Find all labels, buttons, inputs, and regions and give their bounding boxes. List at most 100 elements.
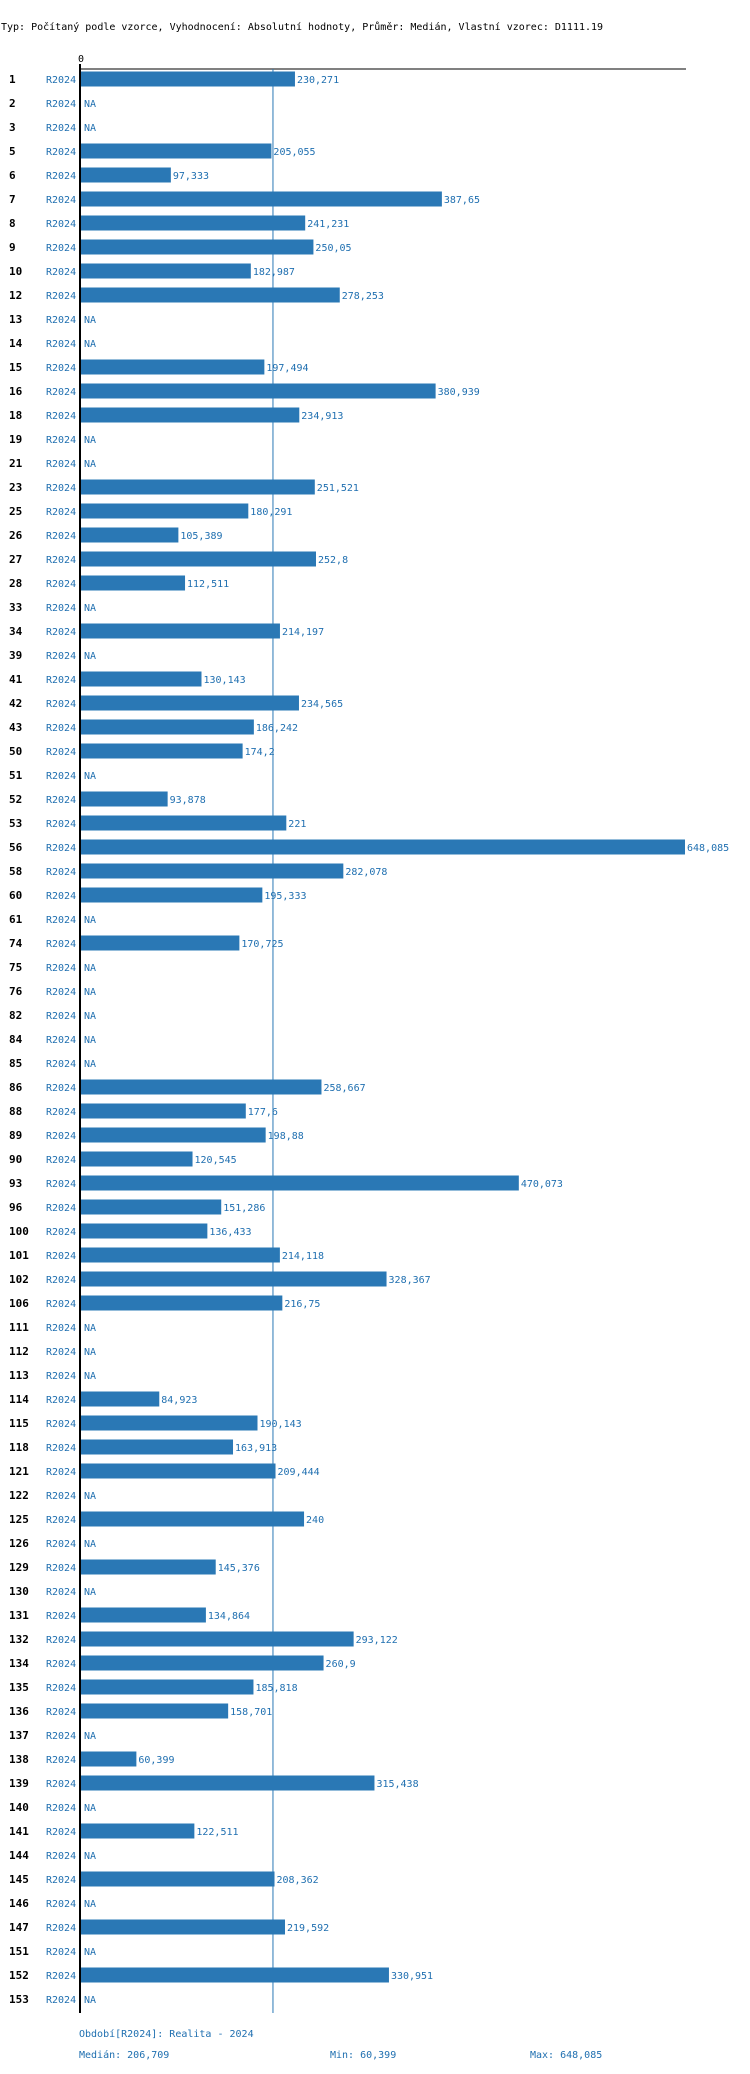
row-id-label: 12 (9, 289, 22, 302)
bar-value-label: 328,367 (389, 1275, 431, 1286)
bar (80, 1703, 229, 1719)
row-series-label: R2024 (46, 243, 76, 254)
row-id-label: 100 (9, 1225, 29, 1238)
row-series-label: R2024 (46, 507, 76, 518)
row-series-label: R2024 (46, 1155, 76, 1166)
bar-value-label: 112,511 (187, 579, 229, 590)
bar (80, 71, 295, 87)
bar (80, 887, 263, 903)
bar-value-label: 260,9 (326, 1659, 356, 1670)
bar (80, 863, 344, 879)
bar-value-label: 158,701 (230, 1707, 272, 1718)
bar-value-label: NA (84, 1323, 96, 1334)
row-series-label: R2024 (46, 1251, 76, 1262)
bar-value-label: NA (84, 1371, 96, 1382)
footer-max: Max: 648,085 (530, 2050, 602, 2061)
row-id-label: 86 (9, 1081, 23, 1094)
bar (80, 695, 299, 711)
row-id-label: 27 (9, 553, 22, 566)
row-id-label: 114 (9, 1393, 29, 1406)
row-id-label: 10 (9, 265, 22, 278)
row-series-label: R2024 (46, 1467, 76, 1478)
bar-value-label: 330,951 (391, 1971, 433, 1982)
row-series-label: R2024 (46, 171, 76, 182)
row-id-label: 61 (9, 913, 23, 926)
bar (80, 1223, 208, 1239)
row-id-label: 15 (9, 361, 22, 374)
row-id-label: 121 (9, 1465, 29, 1478)
row-id-label: 141 (9, 1825, 29, 1838)
bar-value-label: 186,242 (256, 723, 298, 734)
row-series-label: R2024 (46, 483, 76, 494)
row-id-label: 112 (9, 1345, 29, 1358)
row-id-label: 113 (9, 1369, 29, 1382)
bar (80, 551, 316, 567)
row-id-label: 21 (9, 457, 23, 470)
bar (80, 935, 240, 951)
bar-value-label: NA (84, 1899, 96, 1910)
row-series-label: R2024 (46, 1875, 76, 1886)
row-id-label: 58 (9, 865, 22, 878)
bar (80, 239, 314, 255)
bar (80, 1775, 375, 1791)
row-id-label: 42 (9, 697, 22, 710)
bar-value-label: NA (84, 1059, 96, 1070)
row-id-label: 122 (9, 1489, 29, 1502)
row-id-label: 152 (9, 1969, 29, 1982)
row-series-label: R2024 (46, 891, 76, 902)
row-series-label: R2024 (46, 963, 76, 974)
bar-value-label: NA (84, 1539, 96, 1550)
row-id-label: 50 (9, 745, 22, 758)
row-id-label: 60 (9, 889, 22, 902)
row-id-label: 7 (9, 193, 16, 206)
row-series-label: R2024 (46, 1755, 76, 1766)
row-id-label: 26 (9, 529, 23, 542)
x-axis-zero-label: 0 (78, 54, 84, 65)
bar-value-label: NA (84, 915, 96, 926)
bar-value-label: 190,143 (260, 1419, 302, 1430)
row-series-label: R2024 (46, 603, 76, 614)
row-series-label: R2024 (46, 1203, 76, 1214)
bar-value-label: 97,333 (173, 171, 209, 182)
bar (80, 1151, 193, 1167)
row-series-label: R2024 (46, 1323, 76, 1334)
bar (80, 1463, 276, 1479)
row-series-label: R2024 (46, 939, 76, 950)
bar-value-label: NA (84, 1347, 96, 1358)
bar-value-label: NA (84, 1011, 96, 1022)
row-id-label: 111 (9, 1321, 29, 1334)
row-series-label: R2024 (46, 1371, 76, 1382)
row-series-label: R2024 (46, 1083, 76, 1094)
bar-value-label: 177,6 (248, 1107, 278, 1118)
row-series-label: R2024 (46, 387, 76, 398)
row-series-label: R2024 (46, 1635, 76, 1646)
row-id-label: 8 (9, 217, 16, 230)
bar-value-label: NA (84, 1947, 96, 1958)
bar (80, 1559, 216, 1575)
bar (80, 743, 243, 759)
row-id-label: 101 (9, 1249, 29, 1262)
bar (80, 143, 272, 159)
bar-value-label: 84,923 (161, 1395, 197, 1406)
bar-value-label: 93,878 (170, 795, 206, 806)
row-series-label: R2024 (46, 1611, 76, 1622)
bar-value-label: 293,122 (356, 1635, 398, 1646)
bar (80, 1175, 519, 1191)
row-id-label: 85 (9, 1057, 22, 1070)
row-id-label: 145 (9, 1873, 29, 1886)
row-series-label: R2024 (46, 819, 76, 830)
bar (80, 263, 251, 279)
bar-value-label: NA (84, 315, 96, 326)
row-series-label: R2024 (46, 1131, 76, 1142)
row-series-label: R2024 (46, 771, 76, 782)
row-series-label: R2024 (46, 1419, 76, 1430)
row-series-label: R2024 (46, 723, 76, 734)
bar (80, 287, 340, 303)
bar-value-label: 195,333 (264, 891, 306, 902)
row-series-label: R2024 (46, 1179, 76, 1190)
bar-value-label: 136,433 (209, 1227, 251, 1238)
bar-value-label: NA (84, 1731, 96, 1742)
row-id-label: 138 (9, 1753, 29, 1766)
bar-value-label: NA (84, 1491, 96, 1502)
